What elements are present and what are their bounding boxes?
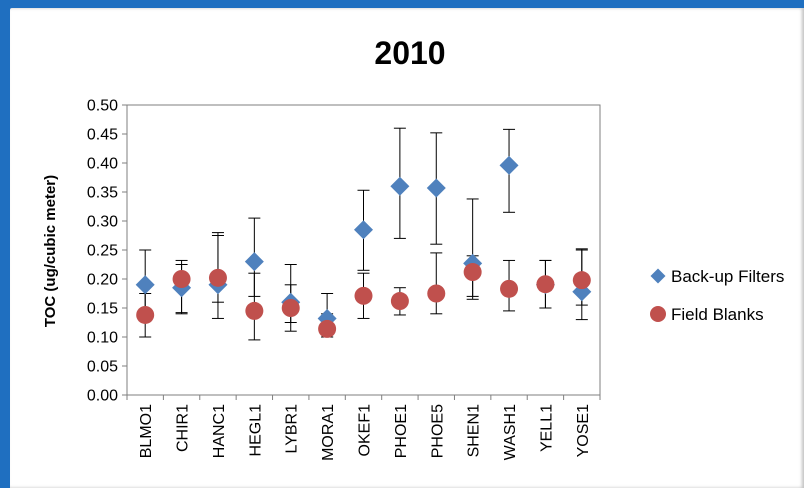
field-blanks-point [500,279,519,298]
x-tick-label: BLMO1 [138,404,155,458]
plot-area: 0.00 0.05 0.10 0.15 0.20 0.25 0.30 0.35 0.40 0.45… [87,98,601,461]
y-tick-label: 0.30 [87,214,118,231]
legend-backup-filters-marker [650,268,666,284]
y-tick-label: 0.45 [87,127,118,144]
field-blanks-point [245,301,264,320]
x-tick-label: YELL1 [538,404,555,452]
chart-title: 2010 [374,35,445,71]
x-tick-label: WASH1 [502,404,519,460]
field-blanks-point [354,286,373,305]
y-tick-label: 0.25 [87,243,118,260]
legend-field-blanks-marker [650,306,666,322]
field-blanks-point [572,271,591,290]
x-tick-label: PHOE5 [429,404,446,458]
chart: 2010 TOC (ug/cubic meter) 0.000.050.100.… [42,35,784,461]
field-blanks-point [208,268,227,287]
field-blanks-point [136,305,155,324]
field-blanks-point [536,275,555,294]
field-blanks-point [318,319,337,338]
x-tick-label: CHIR1 [175,404,192,452]
slide-frame: 2010 TOC (ug/cubic meter) 0.00 0.05 0.10 0.… [10,8,804,488]
backup-filters-point [354,220,373,240]
x-tick-label: YOSE1 [575,404,592,457]
y-tick-label: 0.10 [87,330,118,347]
y-tick-label: 0.15 [87,301,118,318]
legend: Back-up Filters Field Blanks [650,267,784,324]
field-blanks-point [281,299,300,317]
y-tick-label: 0.50 [87,98,118,115]
backup-filters-point [135,275,155,295]
field-blanks-point [172,270,191,288]
y-tick-label: 0.35 [87,185,118,202]
legend-field-blanks-label: Field Blanks [671,305,764,324]
y-tick-label: 0.05 [87,359,118,376]
y-tick-label: 0.00 [87,388,118,405]
x-tick-label: PHOE1 [393,404,410,458]
x-tick-label: OKEF1 [357,404,374,457]
x-tick-label: HEGL1 [247,404,264,457]
field-blanks-error-bar [430,252,443,315]
x-tick-label: LYBR1 [284,404,301,454]
y-axis-label: TOC (ug/cubic meter) [42,175,59,327]
x-tick-label: MORA1 [320,404,337,461]
x-tick-label: SHEN1 [466,404,483,457]
backup-filters-point [244,252,264,272]
backup-filters-point [426,178,446,198]
field-blanks-point [463,263,482,282]
backup-filters-point [499,155,519,175]
legend-backup-filters-label: Back-up Filters [671,267,784,286]
field-blanks-point [390,292,409,311]
y-tick-label: 0.40 [87,156,118,173]
x-tick-label: HANC1 [211,404,228,458]
field-blanks-point [427,284,446,303]
y-tick-label: 0.20 [87,272,118,289]
backup-filters-point [390,176,410,196]
